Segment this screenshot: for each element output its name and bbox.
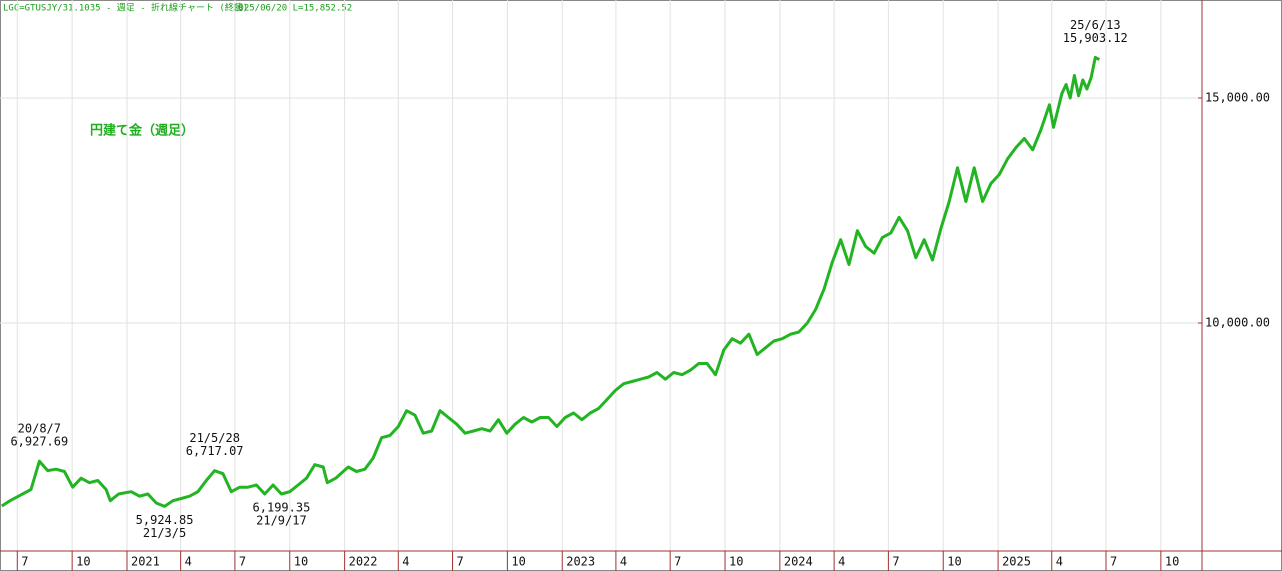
x-tick-label: 2024 [784, 555, 813, 569]
annotation: 6,199.35 [253, 501, 311, 515]
x-tick-label: 4 [402, 555, 409, 569]
chart-subtitle: 2025/06/20 L=15,852.52 [233, 4, 352, 14]
x-tick-label: 10 [294, 555, 308, 569]
x-tick-label: 4 [185, 555, 192, 569]
annotation: 21/9/17 [256, 514, 307, 528]
line-series [0, 55, 1101, 508]
x-tick-label: 2025 [1002, 555, 1031, 569]
y-tick-label: 15,000.00 [1205, 91, 1270, 105]
x-tick-label: 7 [21, 555, 28, 569]
x-tick-label: 10 [1165, 555, 1179, 569]
annotation: 6,717.07 [186, 444, 244, 458]
legend-label: 円建て金（週足） [90, 123, 194, 139]
x-tick-label: 4 [1056, 555, 1063, 569]
chart-title: LGC=GTUSJY/31.1035 - 週足 - 折れ線チャート (終値) [3, 2, 248, 14]
x-tick-label: 2021 [131, 555, 160, 569]
x-tick-label: 4 [838, 555, 845, 569]
x-tick-label: 10 [76, 555, 90, 569]
x-tick-label: 2023 [566, 555, 595, 569]
y-tick-label: 10,000.00 [1205, 315, 1270, 329]
x-tick-label: 10 [511, 555, 525, 569]
x-tick-label: 2022 [349, 555, 378, 569]
annotation: 20/8/7 [18, 422, 61, 436]
x-tick-label: 4 [620, 555, 627, 569]
annotation: 5,924.85 [136, 513, 194, 527]
x-tick-label: 7 [239, 555, 246, 569]
annotation: 15,903.12 [1063, 31, 1128, 45]
x-tick-label: 7 [1110, 555, 1117, 569]
x-tick-label: 10 [729, 555, 743, 569]
x-tick-label: 7 [892, 555, 899, 569]
x-tick-label: 10 [947, 555, 961, 569]
annotation: 6,927.69 [10, 435, 68, 449]
annotation: 25/6/13 [1070, 18, 1121, 32]
annotation: 21/5/28 [189, 431, 240, 445]
x-tick-label: 7 [457, 555, 464, 569]
x-tick-label: 7 [674, 555, 681, 569]
annotation: 21/3/5 [143, 526, 186, 540]
